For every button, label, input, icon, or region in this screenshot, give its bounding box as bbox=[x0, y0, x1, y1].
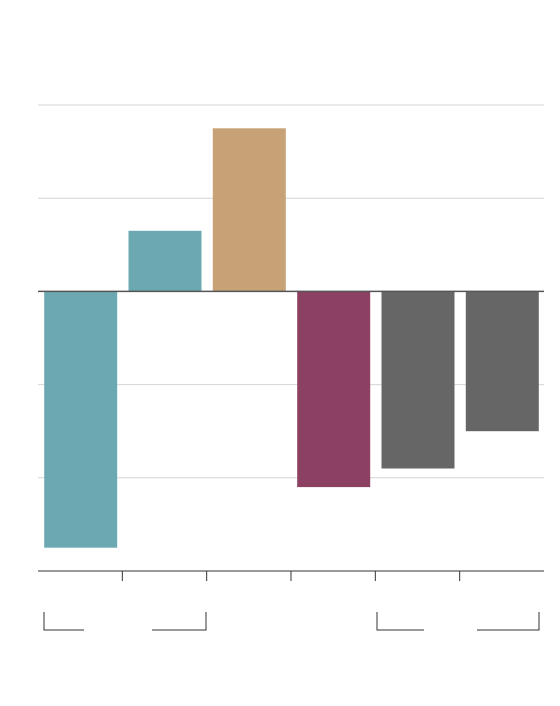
bar-0 bbox=[44, 291, 118, 548]
bar-3 bbox=[297, 291, 371, 488]
bar-5 bbox=[465, 291, 539, 432]
gridlines bbox=[38, 104, 544, 479]
group-bracket-right-end bbox=[477, 612, 540, 631]
bar-4 bbox=[381, 291, 455, 469]
group-bracket-left-end bbox=[152, 612, 207, 631]
bars bbox=[38, 128, 544, 548]
x-axis bbox=[38, 570, 544, 581]
bar-2 bbox=[212, 128, 286, 292]
group-bracket-right-start bbox=[376, 612, 424, 631]
group-bracket-left-start bbox=[43, 612, 84, 631]
group-brackets bbox=[43, 612, 540, 631]
bar-1 bbox=[128, 230, 202, 292]
